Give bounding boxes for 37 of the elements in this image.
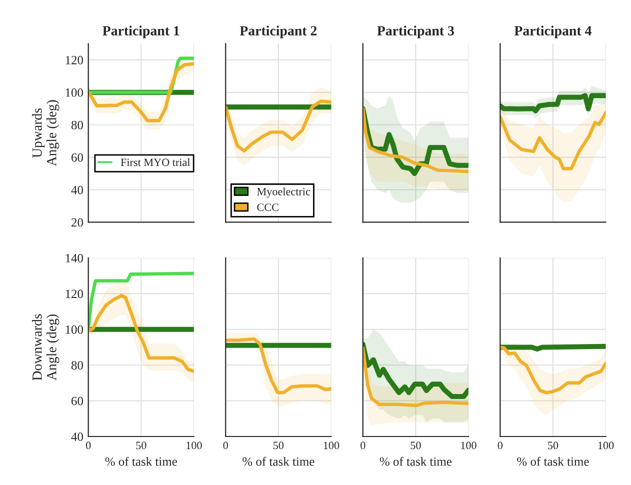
x-tick-label: 100 xyxy=(461,442,476,450)
y-tick-label: 60 xyxy=(72,396,83,406)
legend-label: Myoelectric xyxy=(257,188,310,198)
chart-title: Participant 2 xyxy=(240,26,317,38)
x-tick-label: 100 xyxy=(598,442,614,450)
x-tick-label: 0 xyxy=(86,442,91,450)
legend-label: First MYO trial xyxy=(120,158,190,166)
x-tick-label: 50 xyxy=(274,442,284,450)
x-axis-title: % of task time xyxy=(105,456,177,466)
y-tick-label: 140 xyxy=(66,254,83,262)
y-tick-label: 80 xyxy=(71,120,83,130)
y-tick-label: 120 xyxy=(66,56,83,64)
x-axis-title: % of task time xyxy=(517,456,589,466)
y-tick-label: 60 xyxy=(72,153,83,162)
chart-title: Participant 4 xyxy=(514,26,592,38)
x-tick-label: 0 xyxy=(498,442,503,450)
x-axis-title: % of task time xyxy=(242,456,314,466)
y-tick-label: 20 xyxy=(72,218,83,227)
y-tick-label: 80 xyxy=(71,361,83,370)
x-tick-label: 0 xyxy=(223,442,228,450)
legend-label: CCC xyxy=(257,204,278,212)
y-tick-label: 40 xyxy=(71,186,83,194)
y-tick-label: 40 xyxy=(71,432,83,441)
y-tick-label: 100 xyxy=(66,88,83,97)
y-axis-title: Downwards Angle (deg) xyxy=(32,314,60,380)
x-tick-label: 50 xyxy=(410,442,421,450)
x-tick-label: 50 xyxy=(136,442,146,450)
y-tick-label: 120 xyxy=(66,290,83,298)
chart-title: Participant 3 xyxy=(377,26,454,38)
x-tick-label: 100 xyxy=(186,442,202,450)
x-tick-label: 100 xyxy=(324,442,340,450)
y-tick-label: 100 xyxy=(66,325,83,334)
x-axis-title: % of task time xyxy=(380,456,452,466)
chart-title: Participant 1 xyxy=(102,26,180,38)
x-tick-label: 0 xyxy=(360,442,366,450)
y-axis-title: Upwards Angle (deg) xyxy=(32,100,60,166)
x-tick-label: 50 xyxy=(548,442,558,450)
